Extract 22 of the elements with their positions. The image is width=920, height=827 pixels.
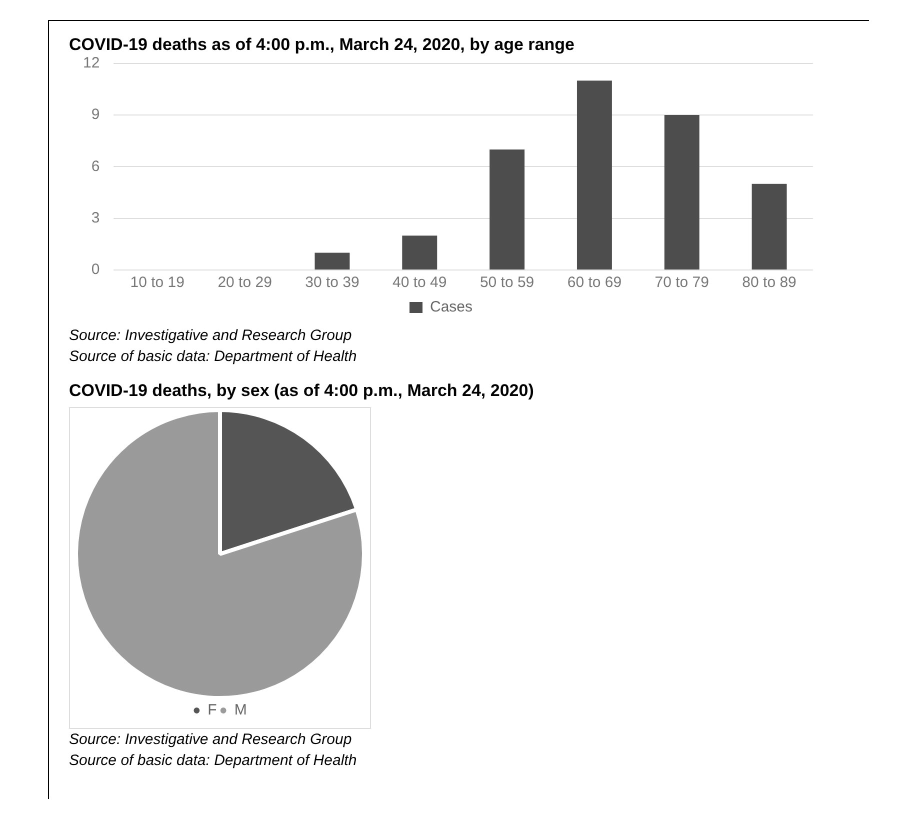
chart-title: COVID-19 deaths as of 4:00 p.m., March 24, 2020, by age range bbox=[69, 34, 574, 54]
x-tick-label: 80 to 89 bbox=[742, 274, 796, 292]
x-tick-label: 20 to 29 bbox=[218, 274, 272, 292]
source-note: Source of basic data: Department of Health bbox=[69, 751, 358, 771]
source-note: Source: Investigative and Research Group bbox=[69, 326, 353, 346]
x-tick-label: 30 to 39 bbox=[305, 274, 360, 292]
x-tick-label: 50 to 59 bbox=[480, 274, 534, 292]
y-tick-label: 3 bbox=[91, 209, 100, 226]
legend-label: F bbox=[208, 702, 217, 719]
legend-label: Cases bbox=[430, 298, 473, 316]
source-note: Source of basic data: Department of Health bbox=[69, 347, 358, 367]
x-tick-label: 70 to 79 bbox=[654, 274, 709, 292]
y-tick-label: 0 bbox=[91, 261, 100, 278]
chart-title: COVID-19 deaths, by sex (as of 4:00 p.m., March 24, 2020) bbox=[69, 381, 535, 401]
x-tick-label: 60 to 69 bbox=[567, 274, 622, 292]
y-tick-label: 6 bbox=[91, 158, 100, 175]
legend-label: M bbox=[234, 702, 247, 719]
source-note: Source: Investigative and Research Group bbox=[69, 730, 353, 750]
x-tick-label: 10 to 19 bbox=[130, 274, 184, 292]
y-tick-label: 9 bbox=[91, 106, 100, 124]
y-tick-label: 12 bbox=[82, 54, 100, 72]
x-tick-label: 40 to 49 bbox=[392, 274, 447, 292]
